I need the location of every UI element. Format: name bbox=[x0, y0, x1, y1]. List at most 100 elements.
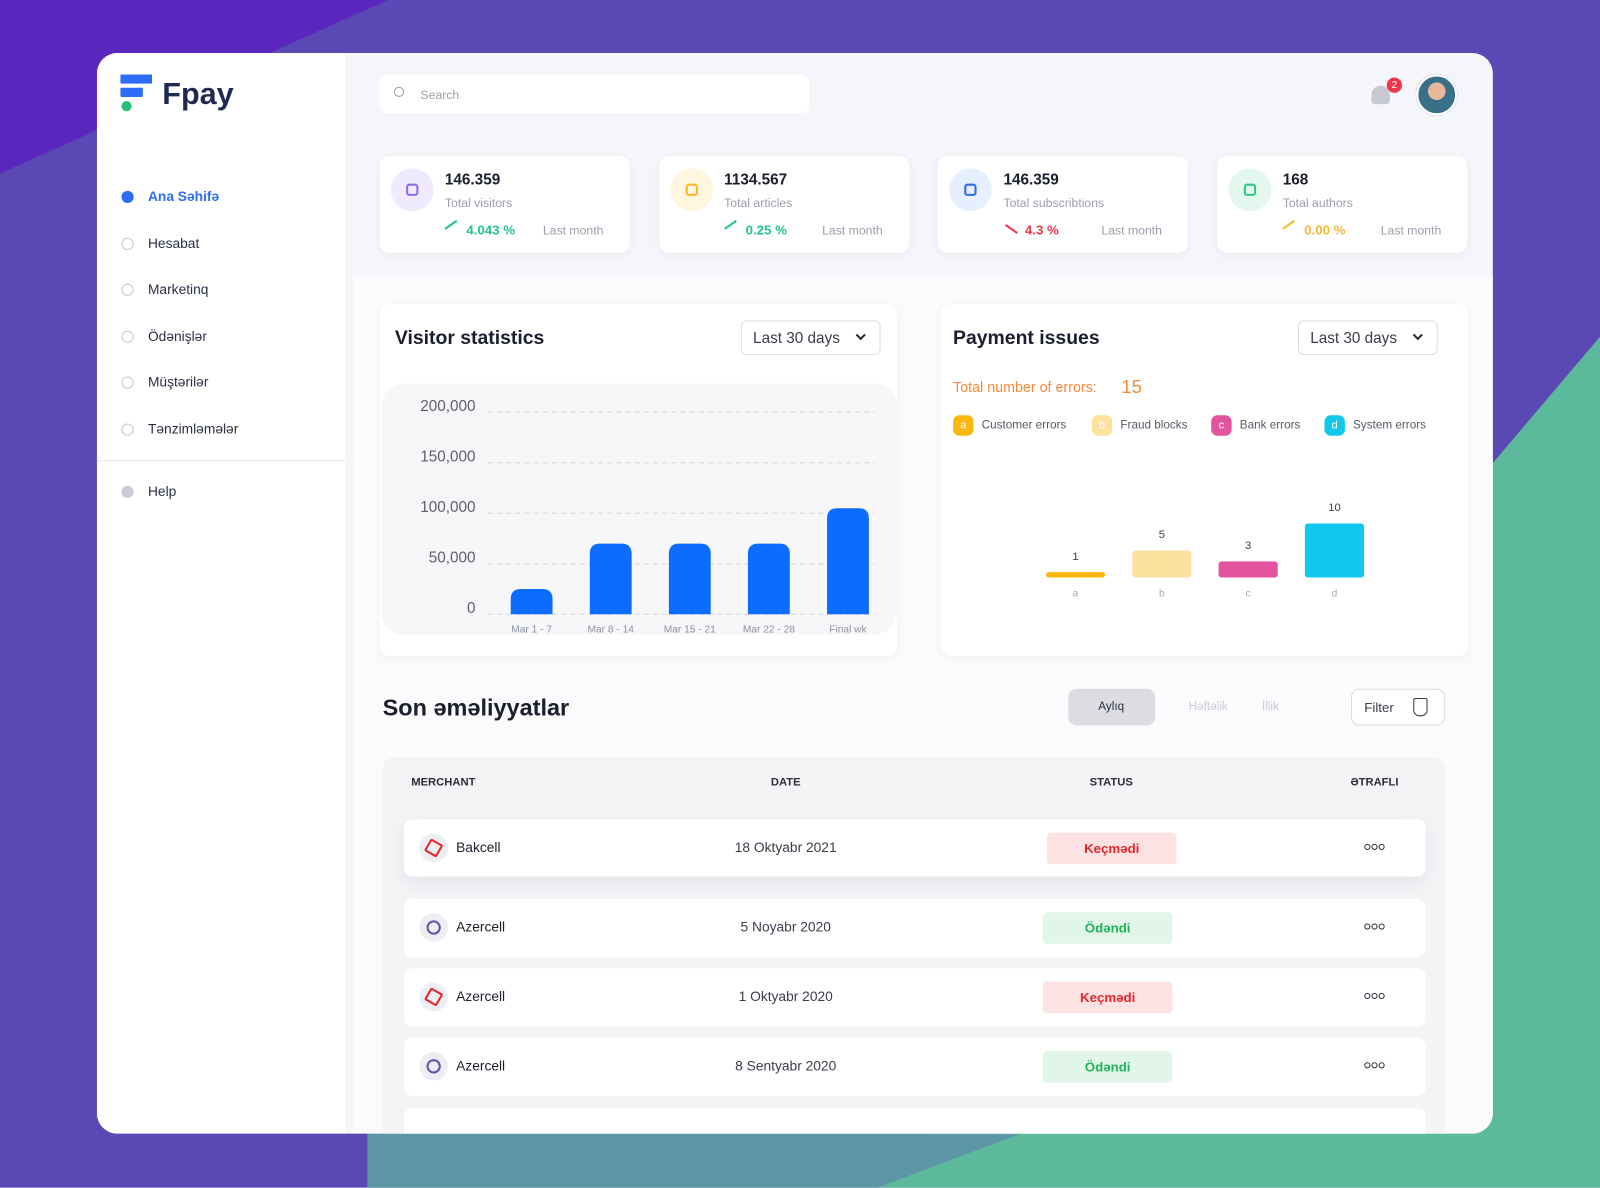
section-title: Son əməliyyatlar bbox=[382, 693, 570, 721]
stat-card: 146.359 Total subscribtions 4.3 % Last mont… bbox=[938, 156, 1189, 254]
chart-card bbox=[940, 304, 1469, 657]
status-badge bbox=[1042, 981, 1173, 1014]
search-placeholder: Search bbox=[420, 87, 460, 103]
stat-icon bbox=[1228, 168, 1272, 212]
search-box[interactable]: Search bbox=[379, 74, 810, 114]
menu-dot bbox=[1364, 992, 1371, 999]
legend-key: a bbox=[960, 419, 967, 431]
value-label: 5 bbox=[1159, 529, 1165, 541]
nav-item[interactable]: Müştərilər bbox=[147, 374, 209, 391]
table-row bbox=[404, 819, 1426, 877]
value-label: 3 bbox=[1245, 540, 1251, 552]
stat-icon bbox=[390, 168, 434, 212]
plot-background bbox=[381, 383, 897, 635]
status-text: Keçmədi bbox=[1079, 989, 1136, 1006]
nav-icon bbox=[121, 237, 134, 250]
menu-dot bbox=[1378, 992, 1385, 999]
nav-item[interactable]: Marketinq bbox=[147, 281, 209, 298]
menu-dot bbox=[1371, 1062, 1378, 1069]
status-badge bbox=[1042, 912, 1173, 944]
stat-value: 1134.567 bbox=[724, 171, 788, 189]
notification-badge: 2 bbox=[1386, 77, 1403, 93]
search-icon bbox=[393, 86, 405, 97]
filter-label: Filter bbox=[1364, 699, 1394, 716]
legend-label: Fraud blocks bbox=[1120, 419, 1187, 432]
legend-swatch bbox=[953, 415, 974, 436]
nav-icon bbox=[121, 423, 134, 436]
nav-icon bbox=[121, 283, 134, 297]
tab-active-bg bbox=[1068, 688, 1156, 726]
range-dropdown[interactable]: Last 30 days bbox=[1297, 320, 1438, 356]
legend-label: Customer errors bbox=[982, 419, 1067, 432]
range-label: Last 30 days bbox=[1310, 329, 1397, 347]
stat-period: Last month bbox=[822, 223, 883, 238]
bar bbox=[827, 508, 869, 615]
menu-dot bbox=[1371, 923, 1378, 930]
merchant-name: Azercell bbox=[456, 988, 506, 1005]
total-value: 15 bbox=[1121, 376, 1142, 397]
stat-label: Total articles bbox=[724, 195, 793, 211]
merchant-logo bbox=[419, 913, 448, 942]
nav-item[interactable]: Tənzimləmələr bbox=[147, 421, 239, 437]
menu-dot bbox=[1364, 1062, 1371, 1069]
logo-bar bbox=[120, 87, 143, 97]
x-tick-label: a bbox=[1073, 589, 1079, 600]
value-label: 1 bbox=[1072, 551, 1078, 563]
stat-card: 146.359 Total visitors 4.043 % Last month bbox=[379, 156, 630, 254]
column-header: DATE bbox=[770, 776, 801, 789]
x-tick-label: Mar 22 - 28 bbox=[743, 624, 795, 635]
row-menu[interactable] bbox=[1364, 843, 1386, 851]
legend-label: Bank errors bbox=[1240, 419, 1301, 432]
value-label: 10 bbox=[1328, 502, 1340, 514]
bar bbox=[510, 589, 553, 615]
menu-dot bbox=[1364, 923, 1371, 930]
status-badge bbox=[1046, 832, 1177, 865]
tab[interactable]: Həftəlik bbox=[1188, 701, 1228, 714]
y-tick-label: 150,000 bbox=[420, 449, 475, 466]
range-dropdown[interactable]: Last 30 days bbox=[740, 320, 881, 356]
stat-icon bbox=[949, 168, 993, 212]
bell-icon[interactable] bbox=[1371, 85, 1390, 105]
row-menu[interactable] bbox=[1364, 992, 1386, 1000]
nav-item[interactable]: Ödənişlər bbox=[147, 328, 207, 344]
chart-title: Visitor statistics bbox=[394, 327, 545, 349]
merchant-logo bbox=[419, 833, 448, 863]
stat-card: 1134.567 Total articles 0.25 % Last month bbox=[658, 156, 909, 254]
nav-item[interactable]: Hesabat bbox=[147, 235, 200, 251]
x-tick-label: c bbox=[1246, 589, 1251, 600]
x-tick-label: Mar 15 - 21 bbox=[664, 624, 716, 635]
row-menu[interactable] bbox=[1364, 1061, 1386, 1069]
logo-dot bbox=[121, 101, 132, 112]
tab[interactable]: Aylıq bbox=[1098, 701, 1125, 714]
stat-label: Total subscribtions bbox=[1003, 195, 1105, 211]
stat-value: 168 bbox=[1282, 171, 1309, 189]
merchant-name: Bakcell bbox=[456, 839, 501, 856]
filter-button[interactable]: Filter bbox=[1351, 688, 1445, 726]
help-icon bbox=[121, 485, 134, 498]
date: 1 Oktyabr 2020 bbox=[738, 988, 833, 1005]
x-tick-label: d bbox=[1332, 589, 1338, 600]
row-menu[interactable] bbox=[1364, 922, 1386, 930]
stat-change: 4.3 % bbox=[1024, 222, 1059, 238]
table-row bbox=[404, 1108, 1426, 1134]
stat-card: 168 Total authors 0.00 % Last month bbox=[1217, 156, 1468, 254]
y-tick-label: 50,000 bbox=[429, 550, 476, 567]
merchant-logo bbox=[419, 982, 448, 1012]
help-link[interactable]: Help bbox=[147, 483, 177, 499]
stat-label: Total authors bbox=[1282, 195, 1353, 211]
status-text: Keçmədi bbox=[1084, 840, 1140, 857]
merchant-name: Azercell bbox=[456, 1058, 506, 1074]
status-text: Ödəndi bbox=[1084, 920, 1131, 936]
stat-period: Last month bbox=[542, 223, 604, 238]
menu-dot bbox=[1371, 843, 1378, 850]
nav-item[interactable]: Ana Səhifə bbox=[147, 188, 220, 205]
legend-key: b bbox=[1099, 419, 1105, 431]
legend-key: c bbox=[1219, 419, 1225, 431]
filter-icon bbox=[1413, 697, 1428, 717]
date: 18 Oktyabr 2021 bbox=[734, 839, 837, 856]
tab[interactable]: İllik bbox=[1261, 701, 1279, 714]
avatar[interactable] bbox=[1416, 74, 1458, 116]
y-tick-label: 0 bbox=[467, 600, 476, 617]
